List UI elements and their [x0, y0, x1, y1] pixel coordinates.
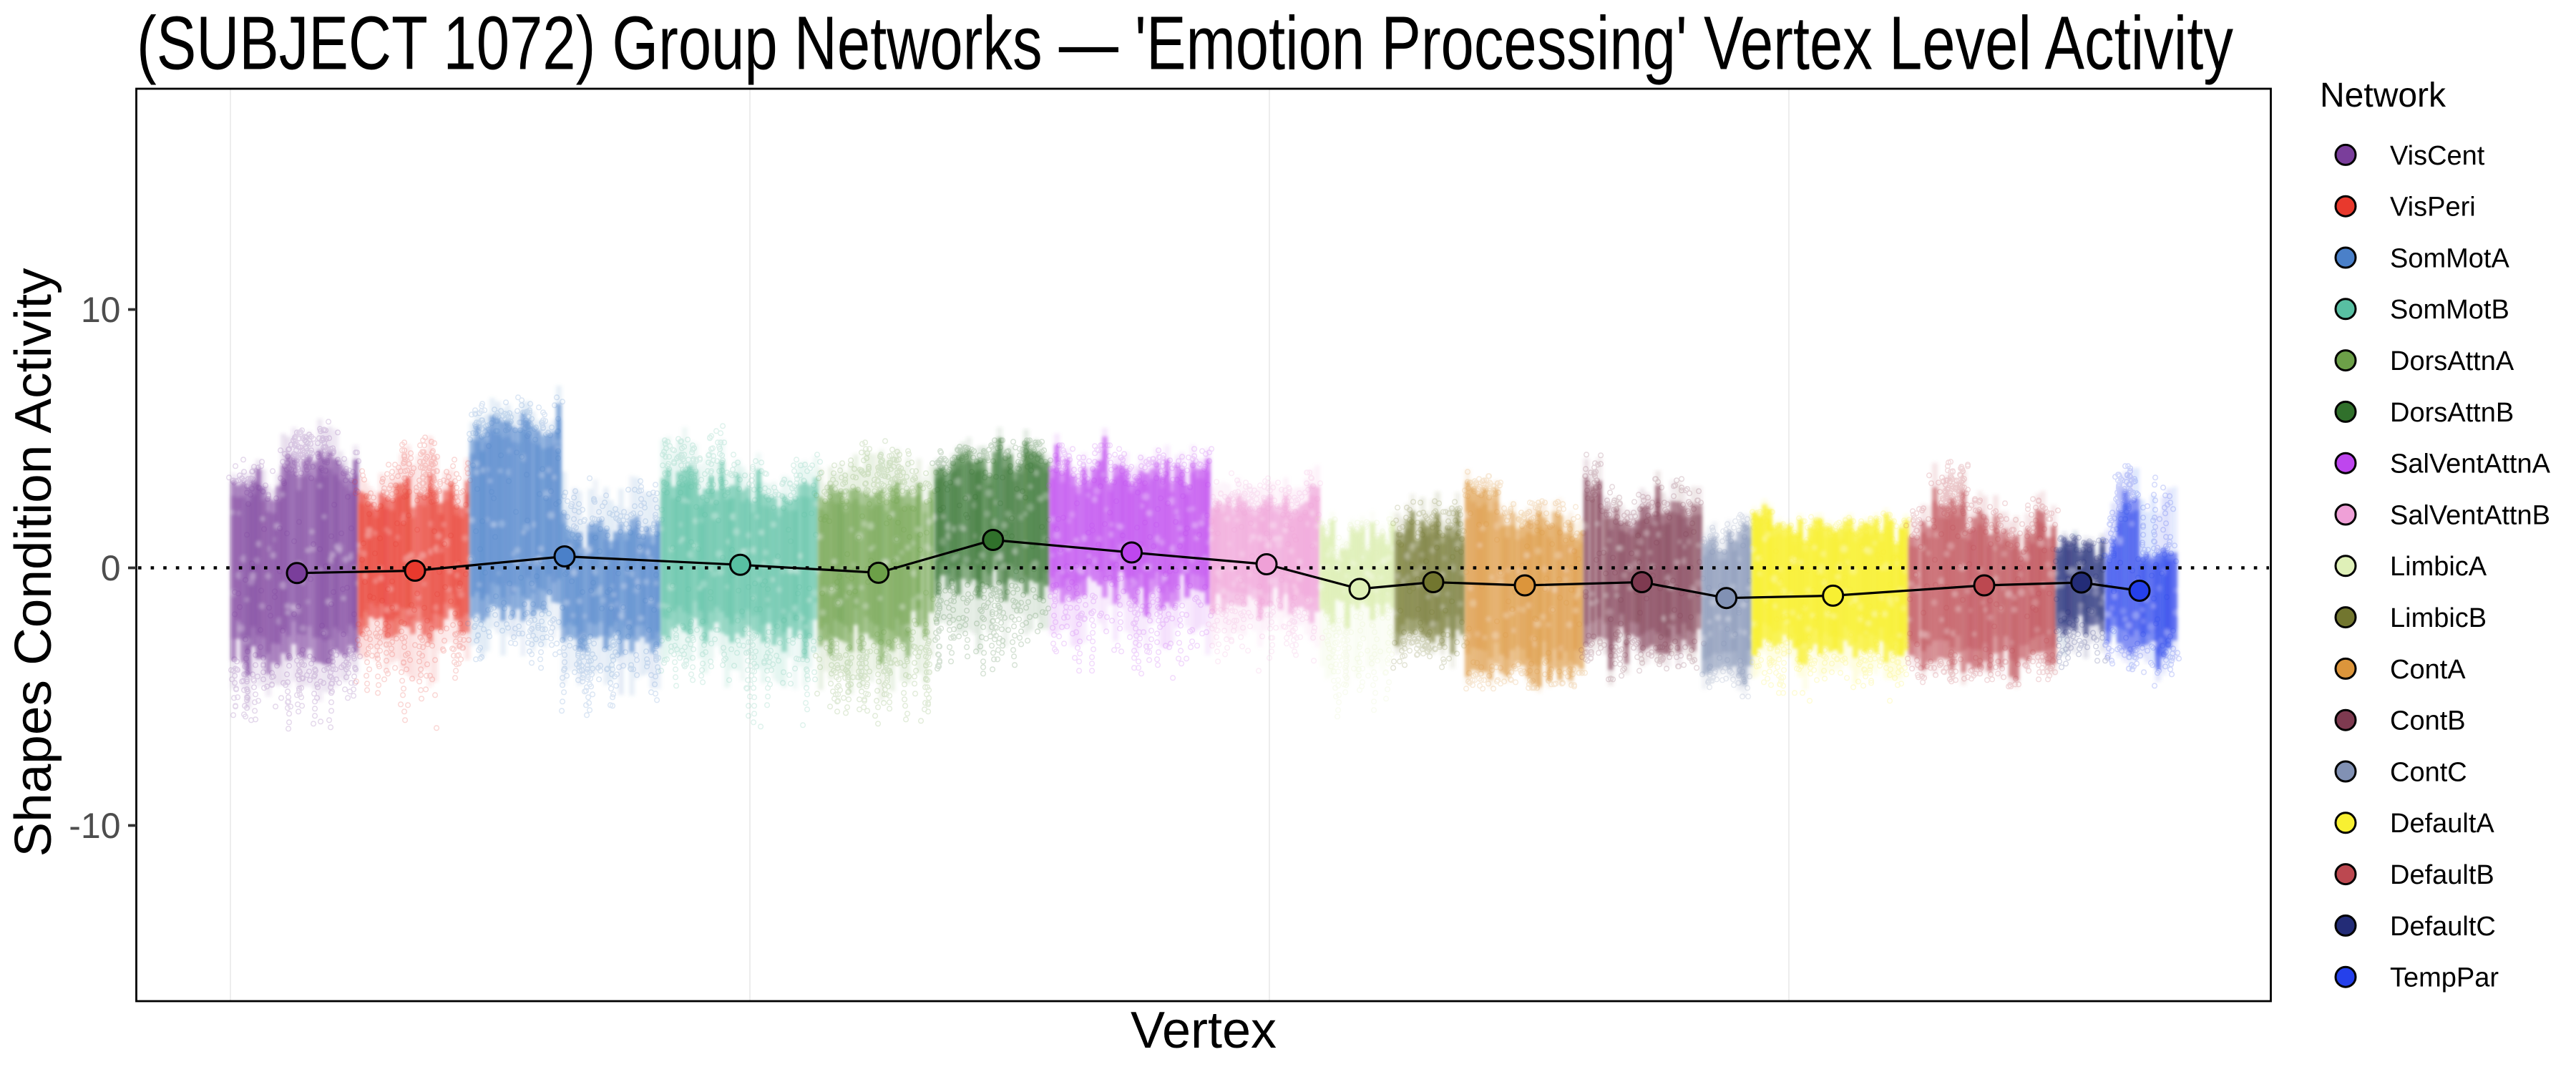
svg-text:DorsAttnB: DorsAttnB — [2390, 398, 2514, 428]
svg-text:SomMotB: SomMotB — [2390, 295, 2509, 325]
svg-text:DefaultC: DefaultC — [2390, 912, 2496, 942]
svg-text:0: 0 — [101, 548, 121, 588]
svg-text:10: 10 — [81, 290, 121, 330]
svg-text:(SUBJECT 1072) Group Networks: (SUBJECT 1072) Group Networks — 'Emotion… — [137, 1, 2233, 86]
svg-text:ContA: ContA — [2390, 655, 2466, 685]
svg-text:Network: Network — [2320, 77, 2446, 114]
svg-text:DorsAttnA: DorsAttnA — [2390, 346, 2514, 376]
svg-text:VisPeri: VisPeri — [2390, 193, 2476, 223]
svg-text:ContB: ContB — [2390, 706, 2466, 736]
svg-text:ContC: ContC — [2390, 757, 2467, 787]
svg-text:Shapes Condition Activity: Shapes Condition Activity — [5, 268, 62, 857]
svg-text:LimbicA: LimbicA — [2390, 552, 2487, 582]
svg-text:-10: -10 — [69, 806, 120, 846]
svg-text:SalVentAttnB: SalVentAttnB — [2390, 500, 2550, 530]
svg-text:LimbicB: LimbicB — [2390, 603, 2487, 633]
svg-text:TempPar: TempPar — [2390, 963, 2499, 993]
svg-text:Vertex: Vertex — [1131, 1002, 1277, 1059]
svg-text:VisCent: VisCent — [2390, 141, 2485, 171]
svg-text:SalVentAttnA: SalVentAttnA — [2390, 449, 2551, 479]
svg-text:DefaultA: DefaultA — [2390, 809, 2494, 839]
svg-text:SomMotA: SomMotA — [2390, 243, 2509, 273]
svg-text:DefaultB: DefaultB — [2390, 860, 2494, 890]
